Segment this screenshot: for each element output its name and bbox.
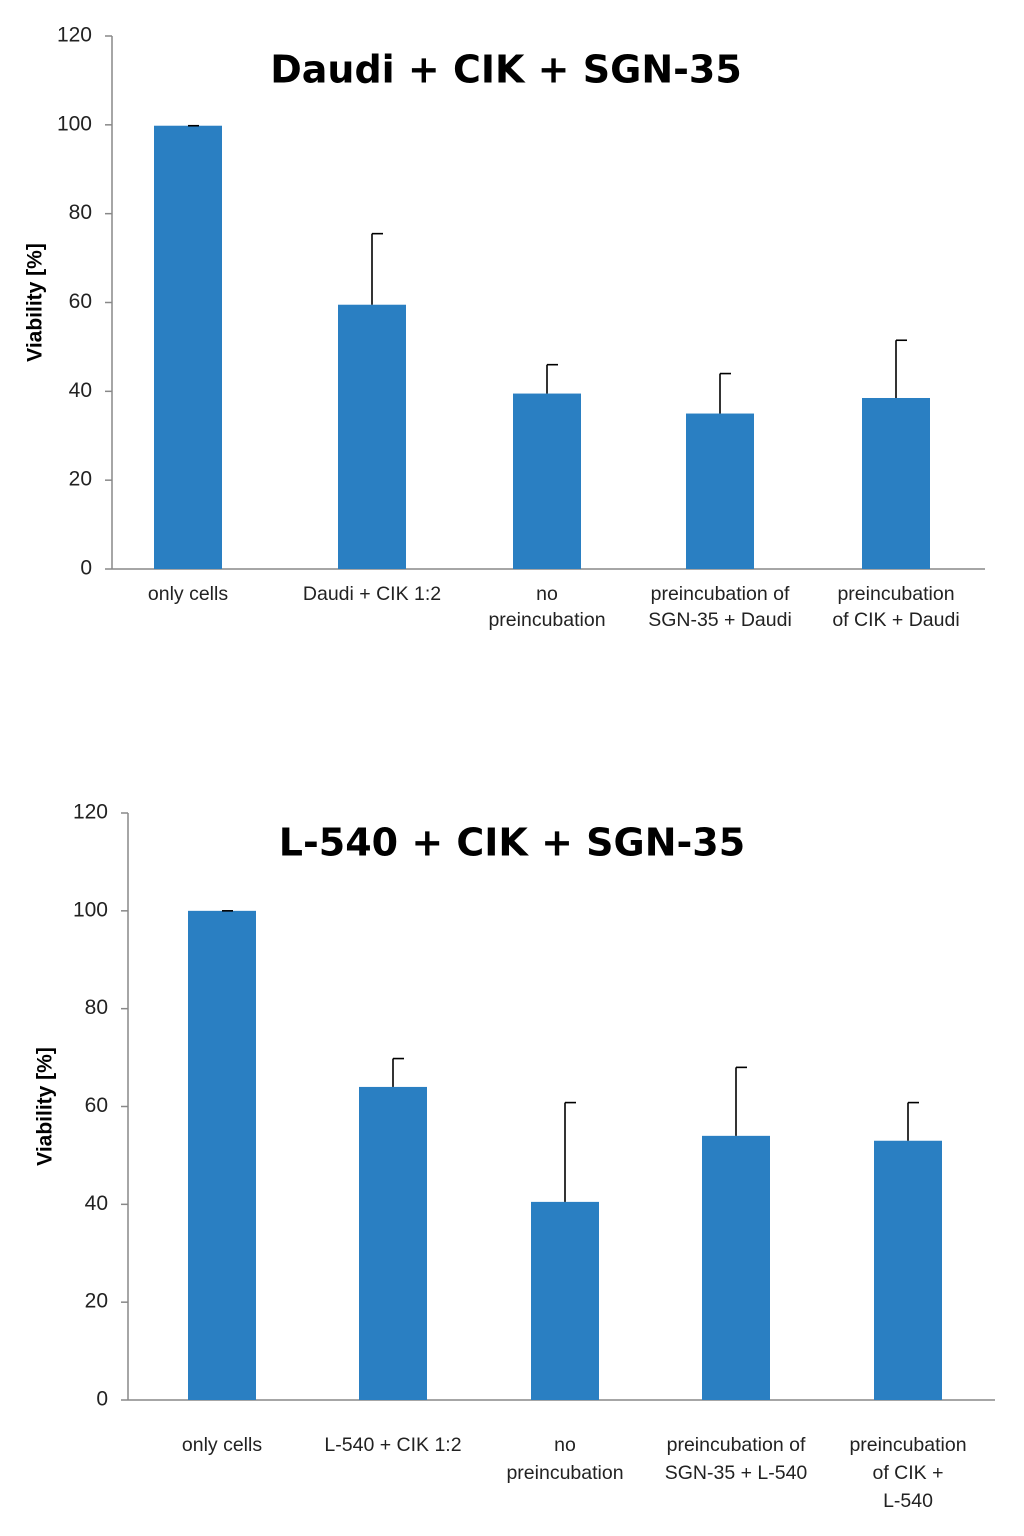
y-tick-label: 20: [69, 468, 92, 491]
y-tick-label: 100: [73, 898, 108, 921]
y-axis-label: Viability [%]: [34, 1047, 57, 1166]
y-tick-label: 120: [57, 24, 92, 47]
x-category-label-line: no: [536, 583, 558, 605]
x-category-label-line: of CIK + Daudi: [832, 609, 959, 631]
y-tick-label: 0: [96, 1388, 108, 1411]
x-category-label-line: only cells: [182, 1434, 262, 1456]
x-category-label: Daudi + CIK 1:2: [303, 583, 441, 605]
bar: [154, 125, 222, 569]
chart-panel-1: Daudi + CIK + SGN-35 0 20 40 60 80 100 120 Viabi…: [24, 24, 985, 631]
x-category-label: preincubation of CIK + L-540: [849, 1434, 966, 1512]
y-tick-label: 120: [73, 801, 108, 824]
x-category-label-line: preincubation: [837, 583, 954, 605]
chart-panel-2: L-540 + CIK + SGN-35 0 20 40 60 80 100 120 Viabi…: [34, 801, 995, 1512]
bar: [702, 1135, 770, 1400]
bar: [359, 1086, 427, 1400]
x-category-label: only cells: [148, 583, 228, 605]
x-category-label-line: only cells: [148, 583, 228, 605]
x-category-label: no preincubation: [488, 583, 605, 631]
bar: [188, 910, 256, 1400]
x-category-label: preincubation of CIK + Daudi: [832, 583, 959, 631]
x-category-label: preincubation of SGN-35 + L-540: [665, 1434, 808, 1484]
x-category-label-line: preincubation: [506, 1462, 623, 1484]
bar: [874, 1140, 942, 1400]
y-axis-label: Viability [%]: [24, 243, 47, 362]
x-category-label: only cells: [182, 1434, 262, 1456]
y-tick-label: 20: [85, 1290, 108, 1313]
x-category-label: L-540 + CIK 1:2: [324, 1434, 461, 1456]
x-category-label-line: SGN-35 + L-540: [665, 1462, 808, 1484]
bar: [338, 304, 406, 569]
bar: [686, 413, 754, 569]
x-category-label-line: preincubation: [849, 1434, 966, 1456]
x-category-label-line: SGN-35 + Daudi: [648, 609, 792, 631]
x-category-label: preincubation of SGN-35 + Daudi: [648, 583, 792, 631]
x-category-label-line: L-540: [883, 1490, 933, 1512]
y-tick-label: 80: [85, 996, 108, 1019]
x-category-label-line: L-540 + CIK 1:2: [324, 1434, 461, 1456]
y-tick-label: 80: [69, 201, 92, 224]
bar: [513, 393, 581, 569]
chart-title: Daudi + CIK + SGN-35: [270, 48, 742, 92]
x-category-label-line: of CIK +: [873, 1462, 944, 1484]
y-tick-label: 40: [69, 379, 92, 402]
x-category-label-line: preincubation of: [651, 583, 790, 605]
bar: [531, 1201, 599, 1400]
x-category-label-line: Daudi + CIK 1:2: [303, 583, 441, 605]
x-category-label-line: preincubation: [488, 609, 605, 631]
chart-title: L-540 + CIK + SGN-35: [279, 821, 745, 865]
bar: [862, 397, 930, 569]
x-category-label-line: preincubation of: [667, 1434, 806, 1456]
x-category-label: no preincubation: [506, 1434, 623, 1484]
y-tick-label: 0: [80, 557, 92, 580]
y-tick-label: 40: [85, 1192, 108, 1215]
x-category-label-line: no: [554, 1434, 576, 1456]
y-tick-label: 60: [85, 1094, 108, 1117]
y-tick-label: 60: [69, 290, 92, 313]
y-tick-label: 100: [57, 112, 92, 135]
